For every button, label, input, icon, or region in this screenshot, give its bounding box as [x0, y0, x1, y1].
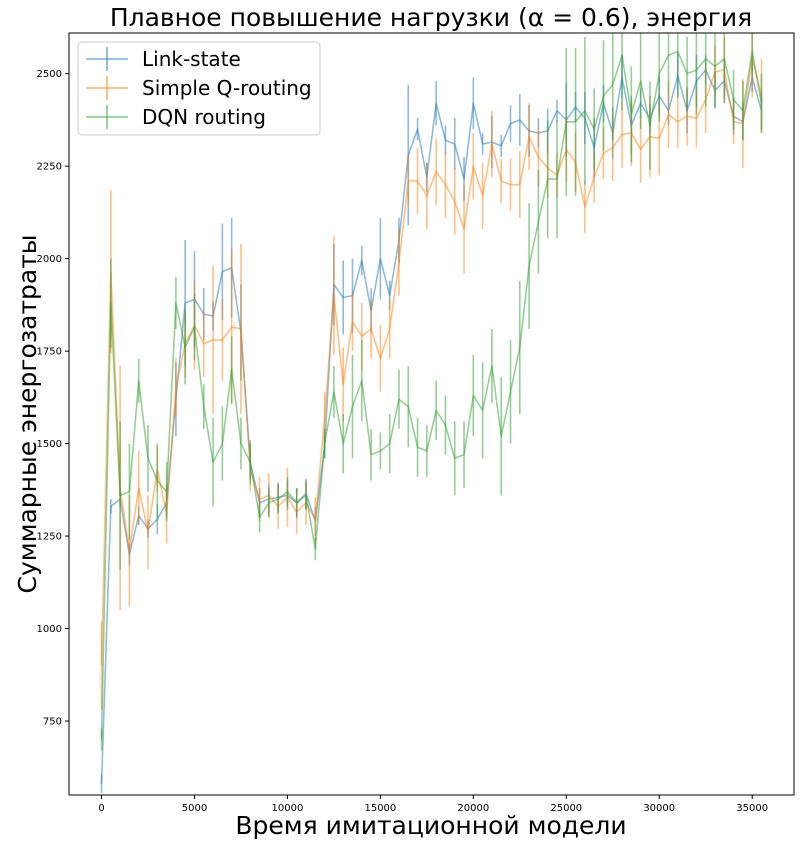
x-axis-label: Время имитационной модели — [235, 811, 626, 840]
y-tick-label: 1250 — [37, 532, 62, 543]
plot-area — [100, 33, 763, 794]
x-tick-label: 20000 — [457, 803, 489, 814]
plot-frame — [68, 32, 795, 796]
y-tick-label: 1750 — [37, 347, 62, 358]
legend: Link-state Simple Q-routing DQN routing — [77, 41, 321, 136]
y-tick-label: 2500 — [37, 69, 62, 80]
legend-label-link-state: Link-state — [142, 47, 241, 71]
chart-title: Плавное повышение нагрузки (α = 0.6), эн… — [110, 3, 752, 32]
legend-label-simple-q-routing: Simple Q-routing — [142, 76, 312, 100]
axes: 0 5000 10000 15000 20000 25000 30000 35000 750 10… — [37, 32, 795, 814]
x-tick-label: 5000 — [182, 803, 207, 814]
x-tick-label: 10000 — [272, 803, 304, 814]
x-tick-label: 15000 — [364, 803, 396, 814]
y-tick-label: 1500 — [37, 439, 62, 450]
y-tick-label: 1000 — [37, 624, 62, 635]
x-tick-label: 25000 — [550, 803, 582, 814]
y-tick-label: 2000 — [37, 254, 62, 265]
legend-box — [77, 41, 321, 136]
x-tick-label: 0 — [98, 803, 104, 814]
series-group — [100, 33, 763, 794]
legend-label-dqn-routing: DQN routing — [142, 105, 266, 129]
y-axis-label: Суммарные энергозатраты — [13, 235, 42, 594]
series-line-dqn-routing — [100, 50, 763, 740]
x-tick-label: 30000 — [643, 803, 675, 814]
x-tick-label: 35000 — [736, 803, 768, 814]
y-tick-label: 750 — [43, 717, 62, 728]
y-tick-label: 2250 — [37, 162, 62, 173]
series-line-simple-q-routing — [100, 56, 763, 666]
